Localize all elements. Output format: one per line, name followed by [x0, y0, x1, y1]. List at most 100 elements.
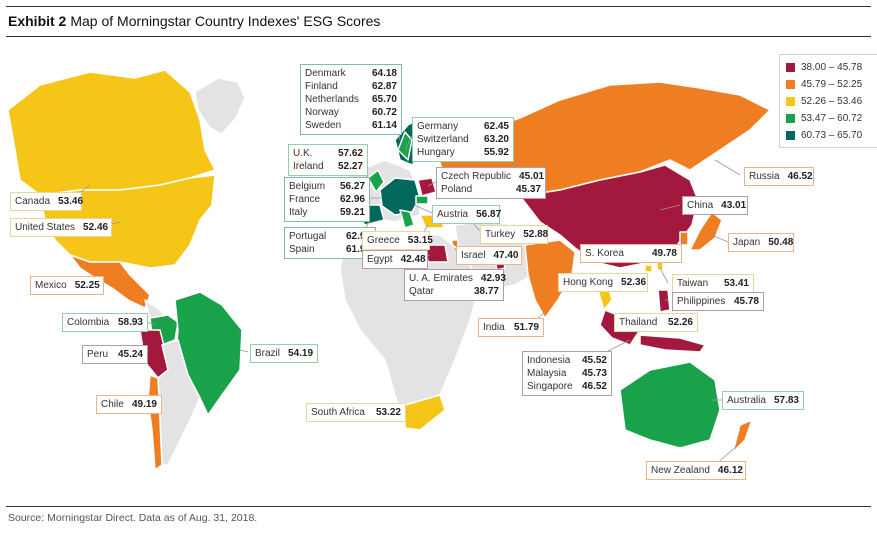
esg-score: 56.87 — [476, 209, 502, 220]
esg-score: 46.52 — [787, 171, 813, 182]
label-row: Ireland 52.27 — [293, 160, 363, 173]
label-canada: Canada 53.46 — [10, 192, 83, 211]
country-name: Ireland — [293, 161, 324, 172]
leader-austria — [413, 204, 433, 214]
esg-score: 62.87 — [371, 81, 397, 92]
esg-score: 52.26 — [667, 317, 693, 328]
label-japan: Japan 50.48 — [728, 233, 794, 252]
legend-item-4: 53.47 – 60.72 — [786, 110, 874, 127]
label-row: Spain 61.99 — [289, 243, 371, 256]
label-uae-qatar: U. A. Emirates 42.93 Qatar 38.77 — [404, 269, 506, 301]
esg-score: 46.12 — [717, 465, 743, 476]
label-row: Mexico 52.25 — [35, 279, 100, 292]
country-name: Denmark — [305, 68, 346, 79]
source-note: Source: Morningstar Direct. Data as of A… — [8, 512, 258, 524]
title-rule — [6, 36, 871, 37]
country-name: U. A. Emirates — [409, 273, 473, 284]
greenland-shape — [194, 77, 246, 135]
country-name: Belgium — [289, 181, 326, 192]
label-south-africa: South Africa 53.22 — [306, 403, 406, 422]
indonesia-shape — [639, 334, 706, 353]
country-name: Finland — [305, 81, 338, 92]
esg-score: 57.62 — [337, 148, 363, 159]
esg-score: 53.22 — [375, 407, 401, 418]
esg-score: 52.88 — [523, 229, 549, 240]
label-row: India 51.79 — [483, 321, 539, 334]
leader-czech — [427, 181, 437, 187]
leader-central — [404, 135, 413, 151]
label-row: Israel 47.40 — [461, 249, 519, 262]
legend-label-5: 60.73 – 65.70 — [801, 130, 863, 141]
esg-score: 45.24 — [117, 349, 143, 360]
esg-score: 38.77 — [473, 286, 499, 297]
label-indonesia-malaysia-singapore: Indonesia 45.52 Malaysia 45.73 Singapore 46.5… — [522, 351, 612, 396]
label-row: U. A. Emirates 42.93 — [409, 272, 506, 285]
esg-score: 57.83 — [773, 395, 799, 406]
hong-kong-shape — [644, 264, 653, 273]
label-thailand: Thailand 52.26 — [614, 313, 698, 332]
label-row: Austria 56.87 — [437, 208, 501, 221]
country-name: Netherlands — [305, 94, 359, 105]
country-name: U.K. — [293, 148, 313, 159]
country-name: Norway — [305, 107, 339, 118]
country-name: Japan — [733, 237, 761, 248]
esg-score: 52.46 — [83, 222, 109, 233]
japan-shape — [689, 211, 723, 251]
india-shape — [524, 239, 576, 319]
esg-score: 62.96 — [339, 194, 365, 205]
country-name: Poland — [441, 184, 473, 195]
esg-score: 45.73 — [581, 368, 607, 379]
label-row: Canada 53.46 — [15, 195, 83, 208]
country-name: Austria — [437, 209, 469, 220]
esg-score: 47.40 — [493, 250, 519, 261]
label-row: Czech Republic 45.01 — [441, 170, 544, 183]
label-brazil: Brazil 54.19 — [250, 344, 318, 363]
label-row: Australia 57.83 — [727, 394, 799, 407]
country-name: South Africa — [311, 407, 365, 418]
label-row: Switzerland 63.20 — [417, 133, 509, 146]
esg-score: 61.14 — [371, 120, 397, 131]
label-row: Russia 46.52 — [749, 170, 813, 183]
label-row: Peru 45.24 — [87, 348, 143, 361]
label-row: Sweden 61.14 — [305, 119, 397, 132]
label-row: Malaysia 45.73 — [527, 367, 607, 380]
label-row: Turkey 52.88 — [485, 228, 548, 241]
united-states-shape — [39, 174, 216, 269]
canada-shape — [7, 69, 216, 196]
world-map — [7, 69, 771, 471]
label-nordics: Denmark 64.18 Finland 62.87 Netherlands 65.70… — [300, 64, 402, 135]
label-row: Norway 60.72 — [305, 106, 397, 119]
label-row: Colombia 58.93 — [67, 316, 143, 329]
country-name: Hungary — [417, 147, 455, 158]
country-name: Canada — [15, 196, 51, 207]
esg-score: 42.93 — [480, 273, 506, 284]
label-row: Qatar 38.77 — [409, 285, 499, 298]
label-uk-ireland: U.K. 57.62 Ireland 52.27 — [288, 144, 368, 176]
label-row: Philippines 45.78 — [677, 295, 759, 308]
label-row: China 43.01 — [687, 199, 746, 212]
australia-shape — [619, 361, 721, 449]
country-name: Mexico — [35, 280, 67, 291]
country-name: Malaysia — [527, 368, 567, 379]
label-row: Hungary 55.92 — [417, 146, 509, 159]
label-chile: Chile 49.19 — [96, 395, 162, 414]
country-name: Egypt — [367, 254, 393, 265]
country-name: China — [687, 200, 714, 211]
label-row: Poland 45.37 — [441, 183, 541, 196]
esg-score: 65.70 — [371, 94, 397, 105]
label-china: China 43.01 — [682, 196, 748, 215]
country-name: Australia — [727, 395, 766, 406]
label-row: Hong Kong 52.36 — [563, 276, 646, 289]
esg-score: 46.52 — [581, 381, 607, 392]
country-name: Germany — [417, 121, 459, 132]
esg-score: 62.92 — [345, 231, 371, 242]
esg-score: 63.20 — [483, 134, 509, 145]
country-name: Italy — [289, 207, 308, 218]
uk-shape — [367, 169, 385, 193]
esg-score: 45.37 — [515, 184, 541, 195]
country-name: India — [483, 322, 505, 333]
esg-score: 53.15 — [407, 235, 433, 246]
esg-score: 49.19 — [131, 399, 157, 410]
page-title: Exhibit 2 Map of Morningstar Country Inde… — [8, 13, 380, 29]
south-africa-shape — [404, 394, 446, 431]
